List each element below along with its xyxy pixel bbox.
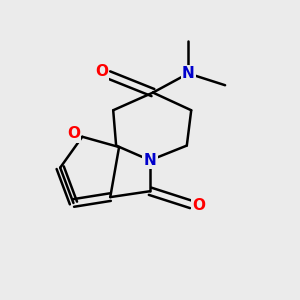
Text: O: O bbox=[67, 126, 80, 141]
Text: O: O bbox=[95, 64, 108, 80]
Text: N: N bbox=[182, 66, 195, 81]
Text: N: N bbox=[144, 153, 156, 168]
Text: O: O bbox=[192, 198, 205, 213]
